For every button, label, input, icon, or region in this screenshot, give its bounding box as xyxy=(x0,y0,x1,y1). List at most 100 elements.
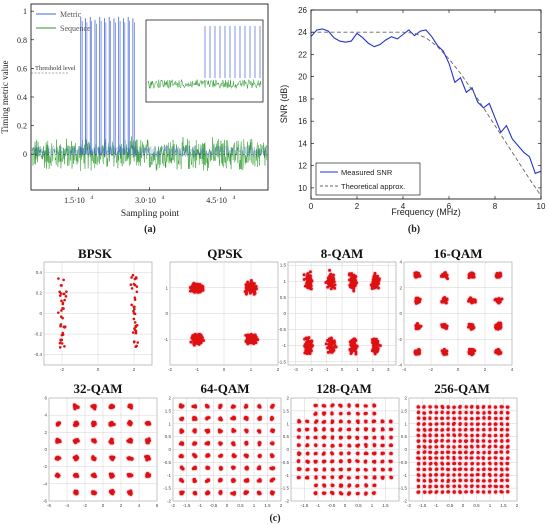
constellation-point xyxy=(468,274,472,278)
y-tick-label: 0 xyxy=(165,311,168,316)
constellation-point xyxy=(328,268,332,272)
constellation-point xyxy=(136,341,140,344)
y-tick-label: 0.8 xyxy=(17,36,27,45)
constellation-point xyxy=(353,282,357,286)
constellation-point xyxy=(200,336,204,340)
constellation-point xyxy=(193,490,197,494)
constellation-point xyxy=(415,350,419,354)
constellation-point xyxy=(180,466,184,470)
y-tick-label: 2 xyxy=(168,396,171,401)
panel-b-legend-box xyxy=(315,162,421,196)
constellation-point xyxy=(65,290,68,293)
y-tick-label: 1.5 xyxy=(280,263,287,268)
constellation-point xyxy=(375,344,379,348)
x-tick-label: 2 xyxy=(355,202,360,211)
y-tick-label: 26 xyxy=(298,6,307,15)
constellation-point xyxy=(109,406,113,410)
x-tick-label: 0 xyxy=(102,503,105,508)
y-tick-label: 0 xyxy=(44,447,47,452)
x-tick-label: 4 xyxy=(138,503,141,508)
x-tick-label: -4 xyxy=(65,503,69,508)
constellation-point xyxy=(91,404,95,408)
x-tick-label: 0 xyxy=(309,202,314,211)
sequence-series-line xyxy=(31,136,268,172)
constellation-point xyxy=(146,472,150,476)
y-tick-label: 0.2 xyxy=(36,290,43,295)
constellation-point xyxy=(372,337,376,341)
y-tick-label: 2 xyxy=(399,285,402,290)
constellation-point xyxy=(193,289,197,293)
constellation-point xyxy=(352,289,356,293)
constellation-point xyxy=(58,290,61,294)
x-tick-label: 2 xyxy=(120,503,123,508)
constellation-point xyxy=(467,324,471,328)
y-tick-label: -2 xyxy=(43,464,47,469)
panel-a-y-ticks: 00.20.40.60.81 xyxy=(17,7,34,159)
panel-a-inset-plot xyxy=(147,26,262,90)
constellation-point xyxy=(180,454,184,458)
constellation-point xyxy=(194,339,198,343)
legend-metric-label: Metric xyxy=(60,10,82,19)
y-tick-label: -0.2 xyxy=(34,332,42,337)
constellation-point xyxy=(352,286,356,290)
constellation-point xyxy=(59,315,63,319)
constellation-points xyxy=(188,278,260,347)
y-tick-label: 4 xyxy=(399,260,402,265)
x-tick-label: -6 xyxy=(47,503,51,508)
constellation-point xyxy=(467,347,471,351)
x-tick-label: -0.5 xyxy=(210,503,218,508)
constellation-point xyxy=(58,294,62,297)
constellation-title: QPSK xyxy=(207,246,243,261)
constellation-point xyxy=(202,338,206,342)
constellation-point xyxy=(75,421,79,425)
constellation-point xyxy=(246,280,250,284)
constellation-point xyxy=(128,490,132,494)
constellation-point xyxy=(60,342,64,345)
constellation-point xyxy=(472,300,476,304)
measured-snr-line xyxy=(310,28,542,175)
constellation-point xyxy=(354,352,358,356)
y-tick-label: 0.4 xyxy=(36,270,43,275)
constellation-point xyxy=(63,345,66,348)
constellation-point xyxy=(469,327,473,331)
constellation-points xyxy=(56,273,140,349)
constellation-point xyxy=(180,492,184,496)
constellation-point xyxy=(131,273,135,277)
constellation-point xyxy=(133,298,137,301)
constellation-point xyxy=(497,300,501,304)
constellation-point xyxy=(326,279,330,283)
constellation-point xyxy=(111,456,115,460)
x-tick-label: 3.0·10 xyxy=(135,196,156,205)
constellation-point xyxy=(331,273,335,277)
constellation-point xyxy=(91,457,95,461)
constellation-point xyxy=(133,305,136,309)
threshold-label: Threshold level xyxy=(35,65,76,72)
constellation-point xyxy=(179,429,183,433)
y-tick-label: 4 xyxy=(44,413,47,418)
constellation-point xyxy=(133,312,137,316)
constellation-point xyxy=(328,340,332,344)
constellation-point xyxy=(57,277,60,280)
x-tick-label: -2 xyxy=(429,367,433,372)
constellation-point xyxy=(444,324,448,328)
constellation-point xyxy=(192,343,196,347)
x-tick-label: -2 xyxy=(309,367,313,372)
x-tick-label: 2 xyxy=(372,367,375,372)
constellation-point xyxy=(109,421,113,425)
constellation-point xyxy=(309,279,313,283)
y-tick-label: 1 xyxy=(23,7,27,16)
constellation-point xyxy=(308,270,312,274)
constellation-point xyxy=(132,282,136,286)
x-tick-label: -2 xyxy=(168,367,172,372)
x-tick-label: -1.5 xyxy=(183,503,191,508)
constellation-point xyxy=(61,331,65,335)
x-tick-label: 1.5·10 xyxy=(64,196,85,205)
x-tick-label: 2 xyxy=(133,367,136,372)
y-tick-label: 10 xyxy=(298,184,307,193)
constellation-point xyxy=(132,340,136,344)
y-tick-label: 20 xyxy=(298,73,307,82)
x-tick-label: -2 xyxy=(171,503,175,508)
